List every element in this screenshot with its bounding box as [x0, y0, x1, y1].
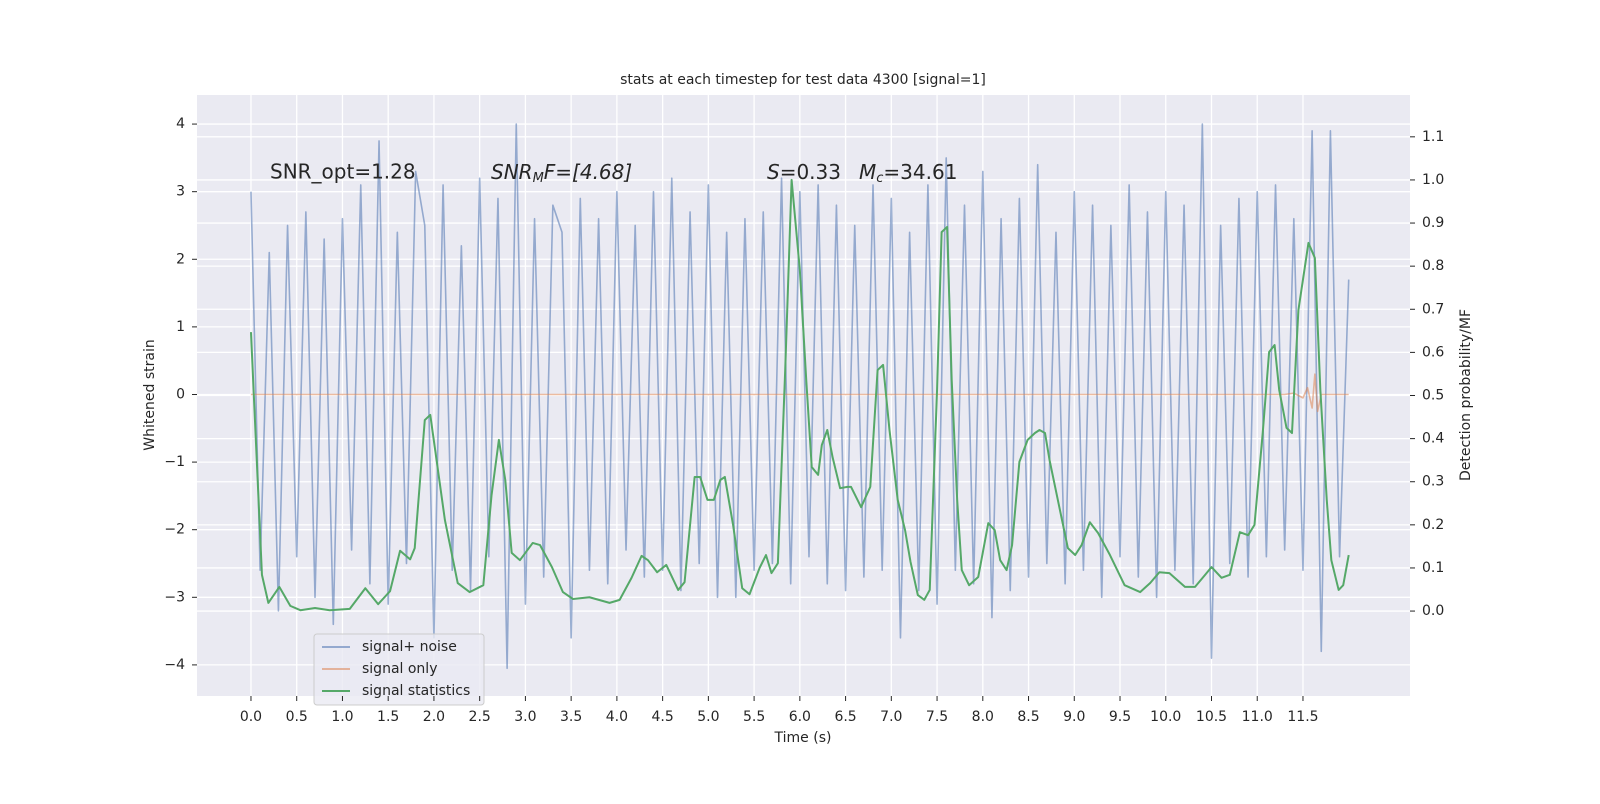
annotation-part: =34.61	[883, 160, 957, 184]
chart-title: stats at each timestep for test data 430…	[620, 72, 986, 88]
x-tick-label: 9.5	[1109, 709, 1131, 725]
x-tick-label: 6.0	[789, 709, 811, 725]
y2-tick-label: 1.1	[1422, 129, 1444, 145]
y2-tick-label: 0.6	[1422, 344, 1444, 360]
x-tick-label: 8.5	[1017, 709, 1039, 725]
y-tick-label: −3	[164, 589, 185, 605]
x-tick-label: 6.5	[834, 709, 856, 725]
y2-tick-label: 0.5	[1422, 388, 1444, 404]
x-axis-label: Time (s)	[774, 730, 832, 746]
y-tick-label: 1	[176, 319, 185, 335]
annotation-part: M	[533, 171, 544, 186]
y2-tick-label: 0.3	[1422, 474, 1444, 490]
y2-tick-label: 0.1	[1422, 560, 1444, 576]
x-tick-label: 7.5	[926, 709, 948, 725]
x-tick-label: 7.0	[880, 709, 902, 725]
legend-label: signal statistics	[362, 683, 470, 699]
x-tick-label: 2.0	[423, 709, 445, 725]
y-tick-label: 4	[176, 116, 185, 132]
y2-tick-label: 0.7	[1422, 301, 1444, 317]
annotation-part: F=[4.68]	[544, 160, 632, 184]
x-tick-label: 2.5	[469, 709, 491, 725]
annotation: S=0.33	[767, 160, 841, 184]
x-tick-label: 11.0	[1242, 709, 1273, 725]
y-tick-label: −2	[164, 522, 185, 538]
annotation-part: =0.33	[780, 160, 841, 184]
y-tick-label: 0	[176, 386, 185, 402]
annotation-part: c	[876, 171, 883, 186]
x-tick-label: 10.0	[1150, 709, 1181, 725]
y2-tick-label: 0.9	[1422, 215, 1444, 231]
y-tick-label: 2	[176, 251, 185, 267]
legend: signal+ noise signal only signal statistic…	[313, 633, 485, 706]
legend-label: signal only	[362, 661, 437, 677]
y2-tick-label: 0.0	[1422, 603, 1444, 619]
annotation-part: M	[859, 160, 876, 184]
x-tick-label: 0.0	[240, 709, 262, 725]
annotation-part: SNR	[491, 160, 533, 184]
x-tick-label: 10.5	[1196, 709, 1227, 725]
annotation: Mc=34.61	[859, 160, 957, 186]
y2-tick-label: 1.0	[1422, 172, 1444, 188]
y-tick-label: −1	[164, 454, 185, 470]
y2-axis-label: Detection probability/MF	[1458, 309, 1474, 481]
series-line	[250, 373, 1349, 413]
legend-box	[313, 633, 485, 706]
series-line	[249, 178, 1350, 612]
y-tick-label: 3	[176, 184, 185, 200]
x-tick-label: 5.0	[697, 709, 719, 725]
annotation: SNRMF=[4.68]	[491, 160, 632, 186]
y2-tick-label: 0.2	[1422, 517, 1444, 533]
x-tick-label: 0.5	[286, 709, 308, 725]
y-axis-label: Whitened strain	[142, 339, 158, 450]
x-tick-label: 11.5	[1287, 709, 1318, 725]
x-tick-label: 1.0	[331, 709, 353, 725]
x-tick-label: 1.5	[377, 709, 399, 725]
legend-label: signal+ noise	[362, 639, 457, 655]
y2-tick-label: 0.4	[1422, 431, 1444, 447]
x-tick-label: 8.0	[972, 709, 994, 725]
x-tick-label: 3.5	[560, 709, 582, 725]
y-tick-label: −4	[164, 657, 185, 673]
x-tick-label: 4.0	[606, 709, 628, 725]
annotation: SNR_opt=1.28	[270, 160, 416, 184]
x-tick-label: 5.5	[743, 709, 765, 725]
x-tick-label: 4.5	[651, 709, 673, 725]
y2-tick-label: 0.8	[1422, 258, 1444, 274]
annotation-part: S	[767, 160, 780, 184]
x-tick-label: 3.0	[514, 709, 536, 725]
x-tick-label: 9.0	[1063, 709, 1085, 725]
